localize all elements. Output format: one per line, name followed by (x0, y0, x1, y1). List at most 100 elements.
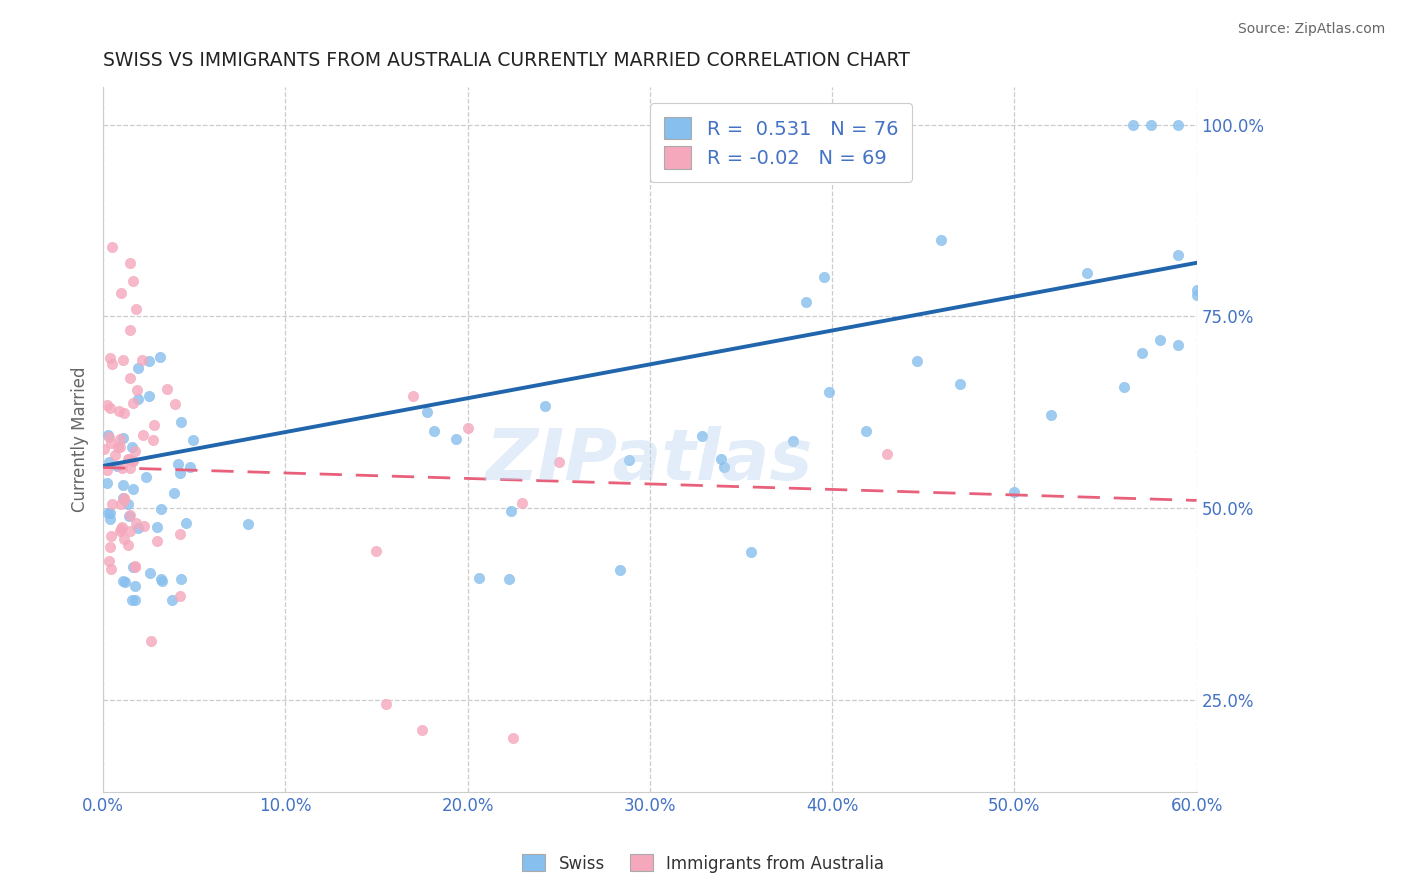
Point (114, 575, 136, 590)
Point (183, 433, 205, 447)
Point (101, 240, 124, 254)
Point (468, 571, 491, 585)
Point (111, 353, 134, 368)
Point (100, 562, 122, 576)
Point (118, 451, 141, 466)
Point (124, 593, 146, 607)
Point (117, 451, 139, 466)
Point (905, 354, 928, 368)
Point (122, 483, 145, 497)
Point (111, 520, 134, 534)
Point (127, 392, 149, 406)
Point (118, 509, 141, 524)
Point (125, 301, 148, 316)
Point (510, 496, 533, 510)
Point (149, 350, 172, 364)
Point (139, 566, 162, 580)
Point (98, 430, 121, 444)
Point (1167, 118, 1189, 132)
Point (169, 466, 191, 480)
Point (692, 429, 714, 443)
Point (100, 529, 122, 543)
Point (125, 383, 148, 397)
Point (121, 593, 143, 607)
Point (374, 697, 396, 711)
Point (740, 545, 762, 559)
Point (120, 323, 142, 337)
Point (97, 428, 120, 442)
Point (96, 398, 118, 412)
Point (122, 396, 145, 410)
Point (817, 384, 839, 399)
Point (1185, 283, 1208, 297)
Point (498, 572, 520, 586)
Point (107, 440, 129, 454)
Point (236, 516, 259, 531)
Text: ZIPatlas: ZIPatlas (486, 425, 814, 495)
Point (146, 533, 169, 548)
Point (170, 415, 193, 429)
Point (782, 434, 804, 449)
Point (138, 353, 160, 368)
Point (619, 452, 641, 467)
Point (501, 504, 523, 518)
Point (794, 294, 817, 309)
Point (174, 516, 197, 530)
Point (112, 492, 135, 507)
Point (124, 579, 146, 593)
Point (132, 428, 155, 442)
Point (713, 460, 735, 475)
Point (131, 353, 153, 368)
Point (127, 520, 149, 534)
Point (1002, 484, 1025, 499)
Point (104, 448, 127, 462)
Point (127, 361, 149, 376)
Point (121, 274, 143, 288)
Point (124, 560, 146, 574)
Point (1039, 409, 1062, 423)
Point (1167, 337, 1189, 351)
Point (170, 572, 193, 586)
Point (1140, 118, 1163, 132)
Point (156, 382, 179, 396)
Legend: R =  0.531   N = 76, R = -0.02   N = 69: R = 0.531 N = 76, R = -0.02 N = 69 (651, 103, 912, 182)
Point (112, 574, 135, 589)
Point (165, 397, 187, 411)
Point (110, 497, 132, 511)
Point (547, 455, 569, 469)
Point (105, 459, 128, 474)
Y-axis label: Currently Married: Currently Married (72, 367, 89, 512)
Point (100, 512, 122, 526)
Point (110, 522, 132, 536)
Point (118, 524, 141, 538)
Point (813, 270, 835, 285)
Point (101, 357, 124, 371)
Point (138, 389, 160, 403)
Point (112, 491, 135, 505)
Point (135, 470, 157, 484)
Point (108, 432, 131, 446)
Point (366, 544, 388, 558)
Point (122, 454, 145, 468)
Point (96, 476, 118, 491)
Point (98, 554, 121, 568)
Point (179, 459, 201, 474)
Point (1167, 247, 1189, 261)
Point (1076, 266, 1098, 280)
Point (98, 351, 121, 365)
Point (97, 455, 120, 469)
Point (169, 527, 191, 541)
Point (150, 574, 173, 588)
Point (110, 440, 132, 454)
Point (143, 418, 166, 433)
Point (422, 424, 444, 438)
Point (150, 502, 173, 516)
Point (444, 432, 467, 446)
Legend: Swiss, Immigrants from Australia: Swiss, Immigrants from Australia (515, 847, 891, 880)
Point (710, 451, 733, 466)
Point (97, 507, 120, 521)
Point (108, 403, 131, 417)
Point (120, 371, 142, 385)
Point (169, 590, 191, 604)
Point (160, 593, 183, 607)
